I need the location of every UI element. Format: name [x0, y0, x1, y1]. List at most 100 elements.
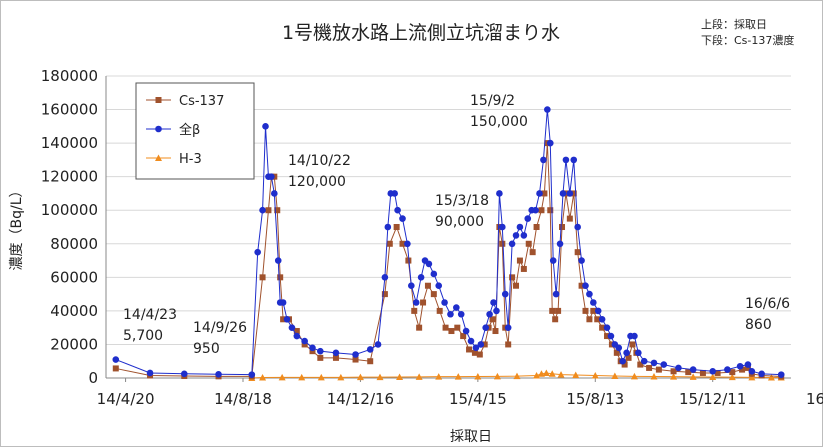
data-point	[524, 215, 532, 222]
data-point	[277, 274, 284, 281]
data-point	[317, 354, 324, 361]
data-point	[399, 215, 406, 222]
data-point	[366, 346, 374, 353]
data-point	[744, 361, 752, 368]
data-point	[352, 351, 359, 358]
data-point	[146, 369, 154, 377]
data-point	[646, 364, 653, 371]
x-tick-label: 15/12/11	[679, 390, 746, 408]
legend-marker	[155, 97, 162, 103]
data-point	[650, 359, 658, 367]
data-point	[557, 371, 565, 378]
data-point	[603, 324, 611, 331]
data-point	[728, 373, 736, 381]
data-point	[471, 349, 478, 356]
y-tick-label: 40000	[50, 302, 98, 320]
data-point	[448, 328, 455, 335]
data-point	[112, 356, 120, 363]
annotation-date: 15/3/18	[435, 193, 489, 209]
data-point	[504, 324, 512, 331]
data-point	[493, 372, 501, 380]
data-point	[555, 307, 562, 314]
data-point	[374, 341, 382, 348]
data-point	[259, 373, 267, 381]
data-point	[112, 365, 119, 372]
data-point	[180, 370, 188, 378]
data-point	[278, 373, 286, 381]
data-point	[424, 282, 431, 289]
data-point	[574, 249, 581, 256]
data-point	[268, 173, 275, 180]
data-point	[301, 337, 308, 345]
data-point	[215, 371, 222, 378]
data-point	[396, 373, 404, 380]
data-point	[391, 190, 398, 197]
data-point	[262, 123, 269, 130]
series-	[112, 106, 785, 378]
data-point	[607, 332, 615, 340]
data-point	[467, 337, 475, 345]
data-point	[689, 366, 697, 373]
data-point	[460, 333, 467, 340]
annotation-value: 950	[193, 341, 220, 357]
data-point	[412, 299, 420, 306]
data-point	[599, 324, 606, 331]
y-tick-label: 60000	[50, 268, 98, 286]
data-point	[619, 357, 626, 365]
data-point	[283, 315, 291, 323]
annotation-value: 860	[745, 317, 772, 333]
data-point	[393, 224, 400, 230]
data-point	[430, 270, 438, 278]
x-axis-label: 採取日	[450, 429, 492, 445]
data-point	[501, 290, 509, 298]
data-point	[436, 307, 443, 314]
data-point	[709, 367, 717, 375]
data-point	[744, 364, 751, 371]
chart-title: 1号機放水路上流側立坑溜まり水	[282, 22, 560, 44]
data-point	[408, 282, 415, 290]
data-point	[516, 223, 524, 231]
data-point	[293, 328, 300, 335]
y-tick-label: 120000	[41, 168, 98, 186]
data-point	[416, 324, 423, 331]
data-point	[537, 370, 545, 377]
x-tick-label: 14/4/20	[97, 390, 155, 408]
y-tick-label: 140000	[41, 134, 98, 152]
data-point	[552, 290, 560, 298]
data-point	[394, 206, 401, 214]
data-point	[516, 257, 523, 264]
data-point	[546, 139, 554, 147]
data-point	[631, 332, 638, 340]
data-point	[650, 372, 658, 380]
y-tick-label: 80000	[50, 235, 98, 253]
data-point	[655, 366, 662, 373]
data-point	[562, 156, 570, 164]
data-point	[525, 240, 532, 247]
legend-entry: 全β	[179, 122, 200, 138]
data-point	[415, 373, 423, 380]
data-point	[549, 307, 556, 314]
data-point	[758, 370, 765, 378]
data-point	[279, 299, 287, 306]
data-point	[541, 190, 548, 197]
data-point	[404, 240, 411, 248]
annotation-date: 14/4/23	[123, 307, 177, 323]
x-tick-labels: 14/4/20 14/8/18 14/12/16 15/4/15 15/8/13 15/1…	[97, 390, 823, 408]
series-line	[115, 109, 782, 376]
data-point	[447, 310, 454, 318]
data-point	[574, 223, 581, 231]
data-point	[660, 361, 668, 368]
data-point	[474, 372, 482, 380]
data-point	[513, 372, 521, 380]
data-point	[566, 190, 574, 197]
annotation-date: 14/9/26	[193, 320, 247, 336]
data-point	[254, 248, 261, 256]
data-point	[590, 299, 597, 306]
data-point	[685, 369, 692, 376]
data-point	[578, 282, 585, 289]
legend-marker	[155, 125, 162, 133]
data-point	[293, 332, 301, 340]
data-point	[549, 257, 557, 264]
data-point	[520, 232, 528, 239]
